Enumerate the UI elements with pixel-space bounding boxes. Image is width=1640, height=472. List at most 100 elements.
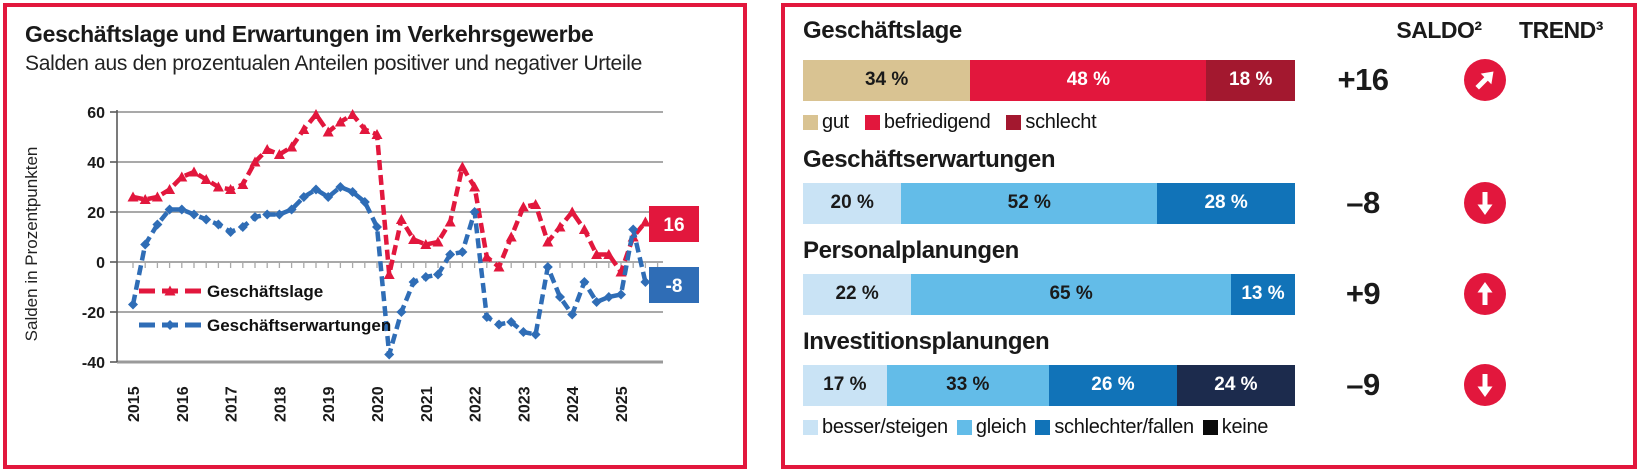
- legend-swatch: [803, 420, 818, 435]
- bar-segment: 52 %: [901, 182, 1158, 224]
- trend-cell: [1431, 272, 1539, 316]
- diamond-marker: [628, 224, 639, 235]
- x-year-label: 2016: [175, 386, 192, 422]
- diamond-marker: [323, 192, 334, 202]
- diamond-marker: [201, 214, 212, 225]
- diamond-marker: [481, 312, 492, 322]
- diamond-marker: [128, 299, 138, 310]
- bar-segment: 20 %: [803, 182, 902, 224]
- legend-item: besser/steigen: [803, 416, 948, 439]
- triangle-marker: [444, 216, 456, 227]
- triangle-marker: [347, 109, 359, 119]
- triangle-marker: [481, 251, 493, 262]
- triangle-marker: [517, 201, 529, 212]
- triangle-marker: [273, 149, 285, 159]
- section-1: 34 % 48 % 18 % +16 gut befriedigend schlecht: [803, 58, 1615, 134]
- triangle-marker: [554, 221, 566, 232]
- x-year-label: 2017: [224, 386, 241, 422]
- diamond-marker: [262, 209, 273, 220]
- triangle-marker: [591, 249, 603, 259]
- series-line: [132, 112, 648, 277]
- section-title: Investitionsplanungen: [803, 328, 1050, 355]
- trend-up-right-icon: [1464, 59, 1506, 101]
- triangle-marker: [566, 206, 578, 217]
- column-headers-row: Geschäftslage SALDO² TREND³: [803, 17, 1615, 52]
- section-title: Personalplanungen: [803, 237, 1019, 264]
- stacked-bar: 20 % 52 % 28 %: [803, 182, 1295, 224]
- legend-swatch: [1035, 420, 1051, 435]
- triangle-marker: [298, 124, 310, 134]
- legend: besser/steigen gleich schlechter/fallen kei…: [803, 416, 1615, 439]
- diamond-marker: [189, 209, 199, 220]
- x-year-label: 2015: [126, 386, 143, 422]
- end-value-label: -8: [666, 276, 683, 297]
- diamond-marker: [579, 277, 590, 287]
- diamond-marker: [311, 184, 321, 195]
- diamond-marker: [457, 247, 468, 257]
- trend-cell: [1431, 363, 1539, 407]
- diamond-marker: [603, 292, 614, 302]
- legend-item: keine: [1202, 416, 1268, 439]
- stacked-bar: 22 % 65 % 13 %: [803, 273, 1295, 315]
- triangle-marker: [578, 224, 590, 234]
- diamond-marker: [152, 219, 163, 230]
- triangle-marker: [432, 236, 444, 247]
- x-year-label: 2025: [614, 386, 631, 422]
- triangle-marker: [542, 236, 554, 247]
- bar-segment: 34 %: [803, 59, 971, 101]
- legend-item: befriedigend: [864, 111, 991, 134]
- bar-segment: 28 %: [1157, 182, 1295, 224]
- triangle-marker: [310, 109, 322, 119]
- line-chart-panel: Geschäftslage und Erwartungen im Verkehr…: [3, 3, 747, 469]
- bar-segment: 18 %: [1206, 59, 1295, 101]
- bar-segment: 17 %: [803, 364, 887, 406]
- diamond-marker: [542, 262, 553, 272]
- triangle-marker: [127, 191, 139, 202]
- triangle-marker: [286, 141, 298, 152]
- diamond-marker: [140, 239, 151, 250]
- legend-swatch: [803, 115, 818, 130]
- triangle-marker: [395, 214, 407, 224]
- end-value-label: 16: [663, 215, 684, 236]
- y-tick-label: 20: [87, 205, 105, 222]
- triangle-marker: [322, 126, 334, 137]
- diamond-marker: [445, 249, 456, 260]
- legend-label: befriedigend: [883, 111, 991, 133]
- diamond-marker: [335, 182, 346, 192]
- triangle-marker: [383, 269, 395, 279]
- saldo-value: +9: [1345, 276, 1381, 311]
- triangle-marker: [603, 249, 615, 259]
- bar-row: 34 % 48 % 18 % +16: [803, 58, 1615, 102]
- diamond-marker: [420, 272, 431, 282]
- trend-down-icon: [1464, 364, 1506, 406]
- saldo-value: –9: [1346, 367, 1380, 402]
- diamond-marker: [555, 292, 565, 302]
- diamond-marker: [469, 207, 480, 217]
- legend: gut befriedigend schlecht: [803, 111, 1615, 134]
- line-chart: 60 40 20 0 -20 -40 Salden in Prozentpunkten 201…: [21, 84, 729, 441]
- triangle-marker: [176, 171, 188, 182]
- triangle-marker: [456, 161, 468, 172]
- y-tick-label: 60: [87, 105, 105, 122]
- trend-cell: [1431, 181, 1539, 225]
- diamond-marker: [616, 289, 626, 300]
- y-tick-label: 40: [87, 155, 105, 172]
- x-year-label: 2020: [370, 386, 387, 422]
- bar-row: 17 % 33 % 26 % 24 % –9: [803, 363, 1615, 407]
- diamond-marker: [640, 277, 651, 287]
- bar-row: 20 % 52 % 28 % –8: [803, 181, 1615, 225]
- x-year-label: 2023: [516, 386, 533, 422]
- saldo-value: +16: [1337, 62, 1389, 97]
- legend-item: gleich: [956, 416, 1027, 439]
- y-tick-label: 0: [96, 255, 105, 272]
- diamond-marker: [250, 212, 260, 222]
- bar-row: 22 % 65 % 13 % +9: [803, 272, 1615, 316]
- y-tick-label: -40: [82, 355, 105, 372]
- stacked-bar: 17 % 33 % 26 % 24 %: [803, 364, 1295, 406]
- x-year-label: 2022: [468, 386, 485, 422]
- saldo-header: SALDO²: [1396, 17, 1482, 43]
- triangle-marker: [420, 239, 432, 249]
- end-value-box: [649, 267, 699, 303]
- diamond-marker: [384, 349, 395, 360]
- diamond-marker: [165, 320, 175, 330]
